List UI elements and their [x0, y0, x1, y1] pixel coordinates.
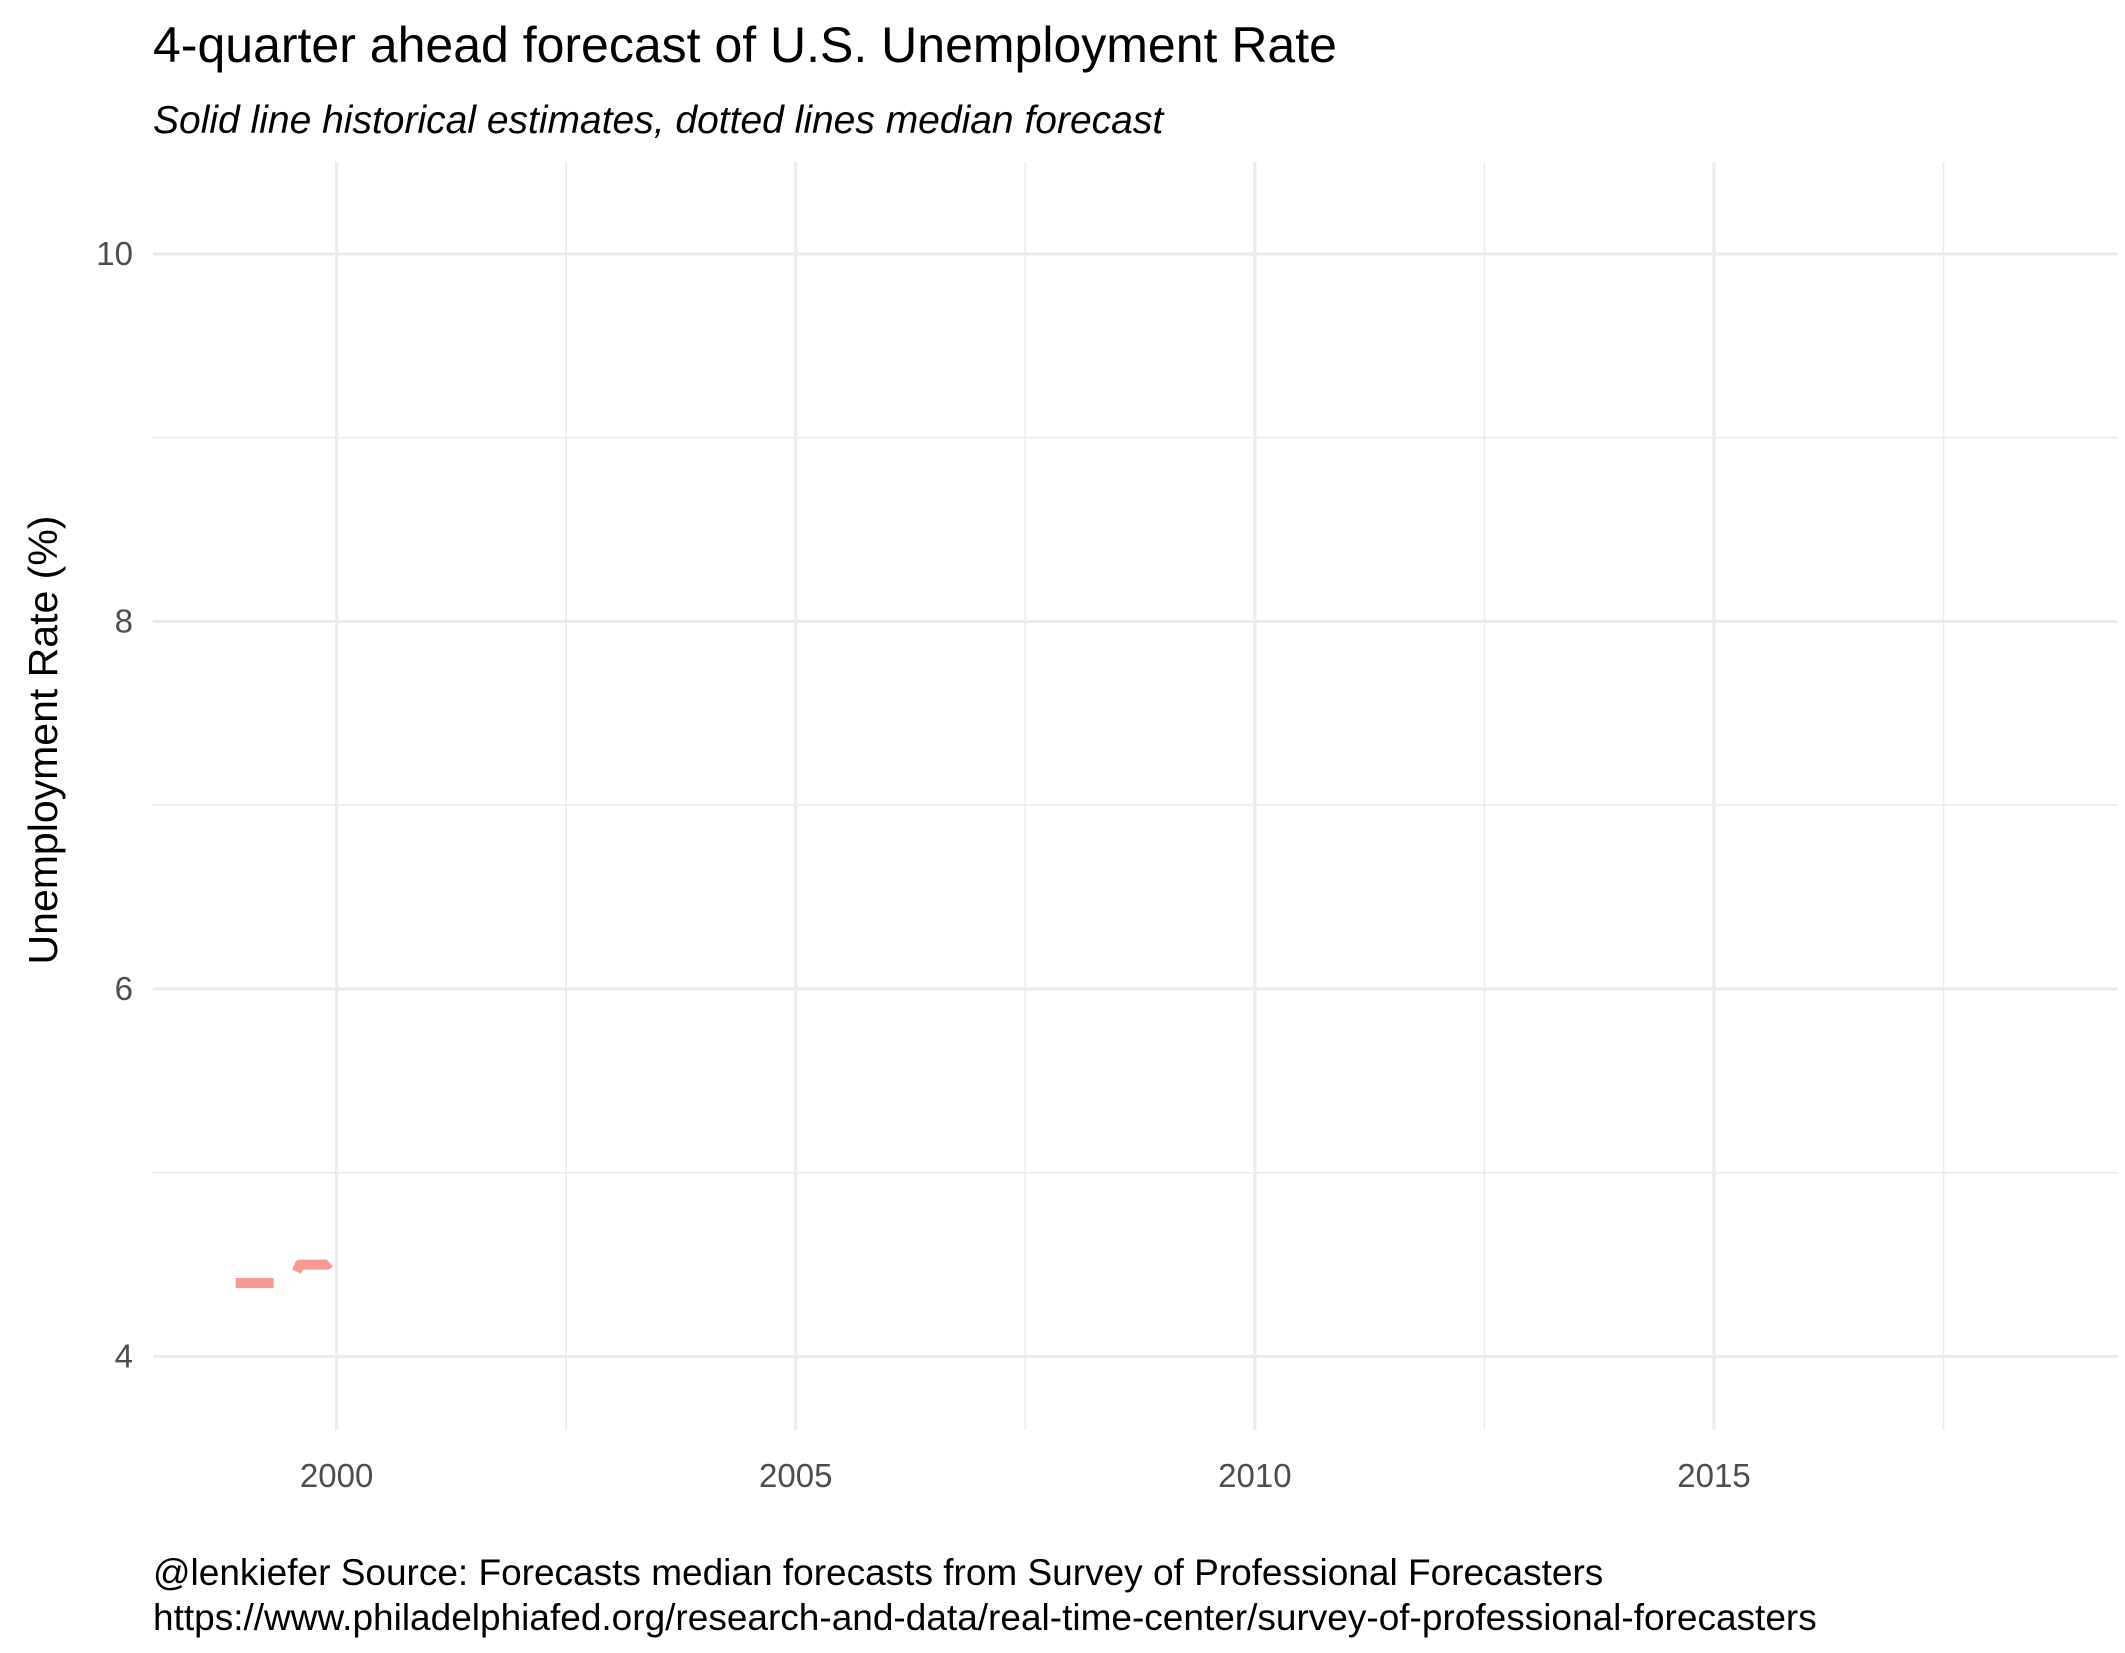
y-tick-label: 6	[115, 970, 133, 1007]
x-tick-label: 2015	[1677, 1457, 1750, 1494]
minor-grid	[153, 162, 2118, 1430]
caption-line-1: @lenkiefer Source: Forecasts median fore…	[153, 1552, 1603, 1593]
forecast-line	[235, 1251, 341, 1288]
chart-title: 4-quarter ahead forecast of U.S. Unemplo…	[153, 17, 1337, 73]
x-tick-label: 2010	[1218, 1457, 1291, 1494]
caption-line-2: https://www.philadelphiafed.org/research…	[153, 1597, 1817, 1638]
x-tick-label: 2005	[759, 1457, 832, 1494]
y-tick-label: 4	[115, 1337, 133, 1374]
tick-labels: 4 6 8 10 2000 2005 2010 2015	[96, 235, 1750, 1494]
y-tick-label: 10	[96, 235, 133, 272]
y-axis-title: Unemployment Rate (%)	[20, 516, 66, 965]
series-layer	[235, 1251, 341, 1288]
chart-subtitle: Solid line historical estimates, dotted …	[153, 99, 1165, 142]
x-tick-label: 2000	[300, 1457, 373, 1494]
y-tick-label: 8	[115, 602, 133, 639]
major-grid	[153, 162, 2118, 1430]
